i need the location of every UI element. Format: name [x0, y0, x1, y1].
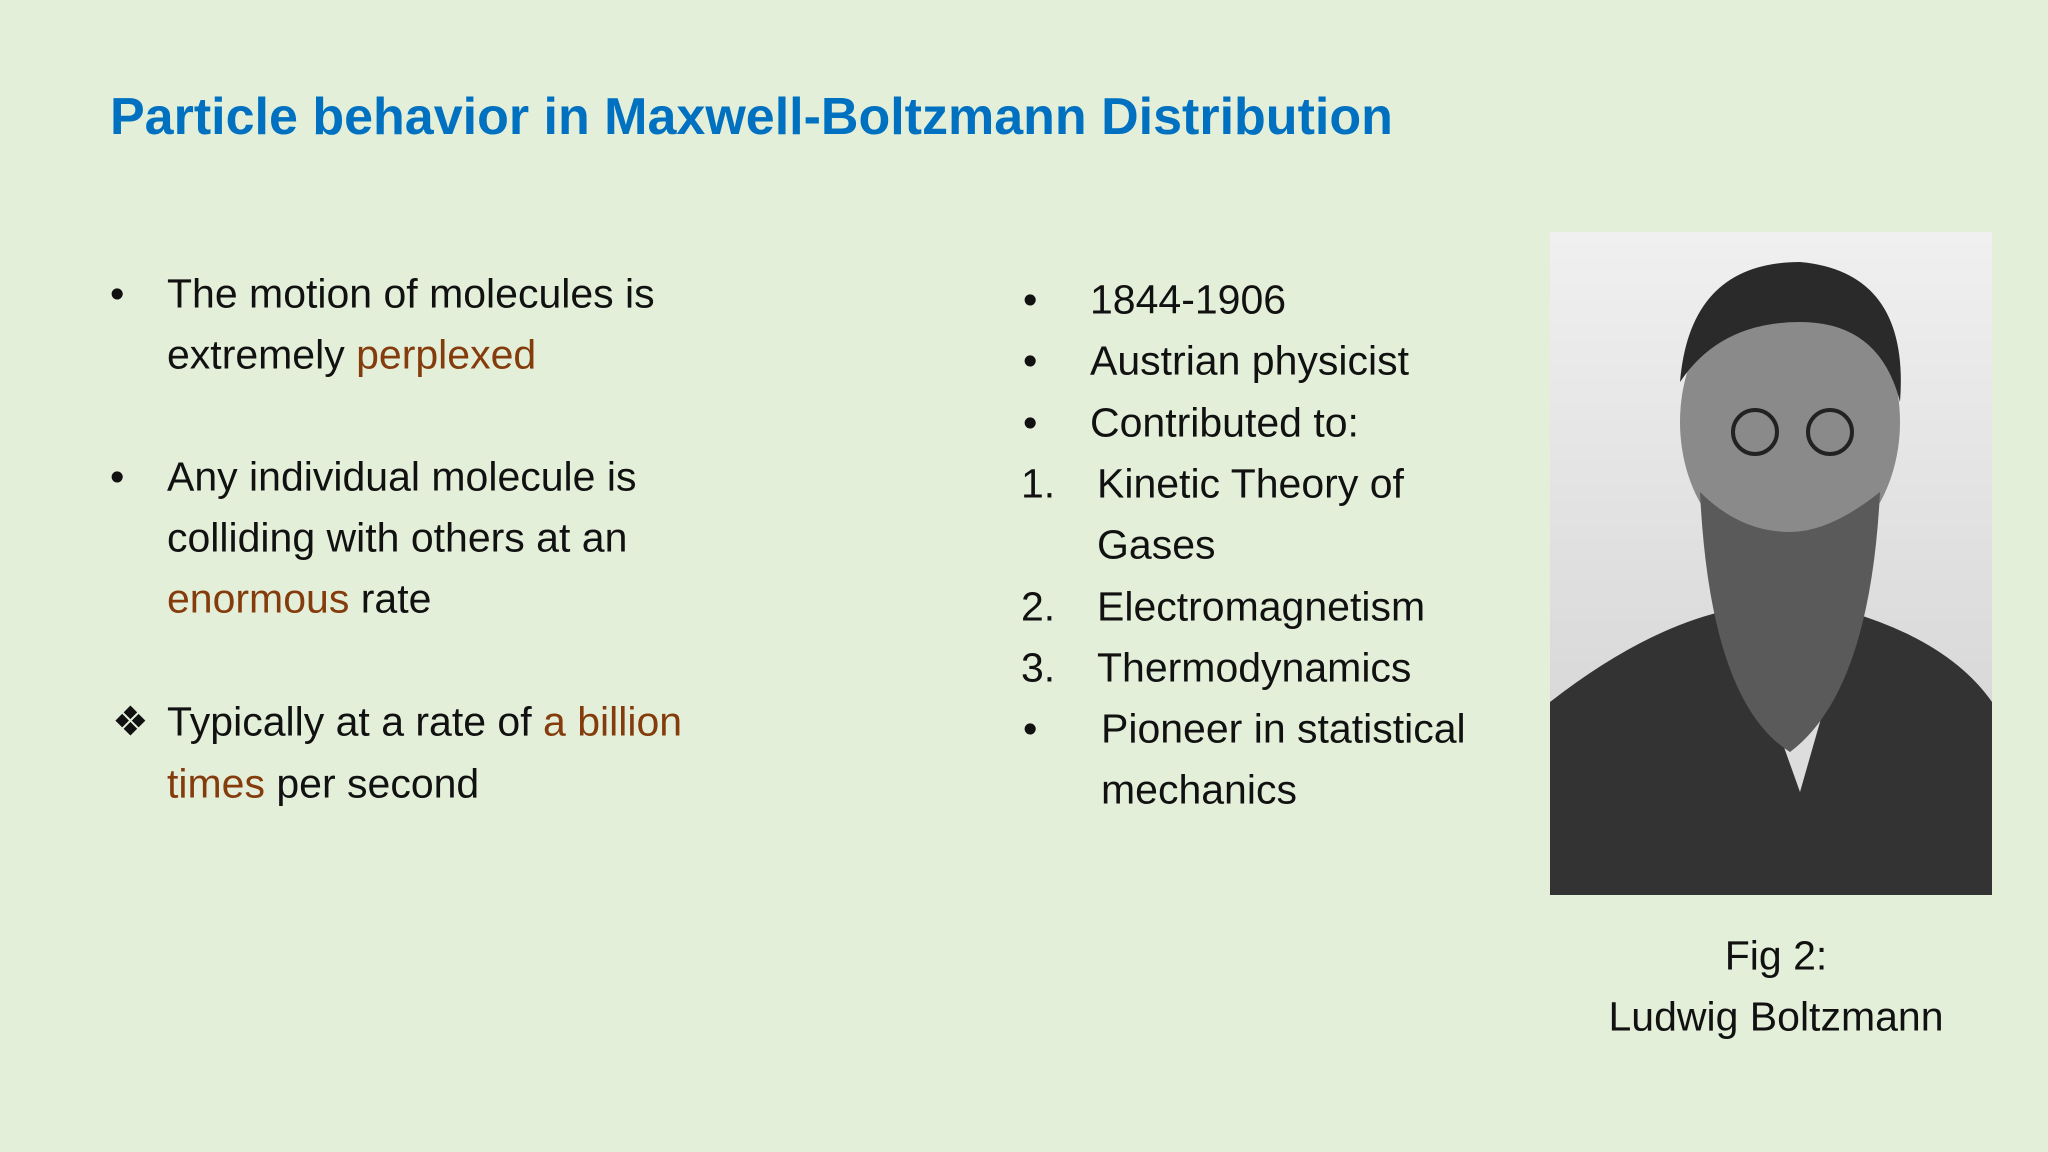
text-segment: rate — [360, 575, 432, 622]
accent-text: perplexed — [356, 331, 537, 378]
bullet-line: Any individual molecule is — [167, 453, 637, 500]
accent-text: times — [167, 760, 265, 807]
list-text: Kinetic Theory of — [1097, 460, 1404, 507]
bullet-marker: • — [1023, 705, 1038, 752]
list-text: Gases — [1097, 521, 1216, 568]
figure-caption: Fig 2: — [1724, 932, 1828, 979]
list-text: Contributed to: — [1090, 399, 1359, 446]
bullet-line: The motion of molecules is — [167, 270, 655, 317]
slide-title: Particle behavior in Maxwell-Boltzmann D… — [110, 88, 1393, 146]
bullet-marker: • — [110, 453, 125, 500]
figure-caption: Ludwig Boltzmann — [1608, 993, 1944, 1040]
text-segment: Any individual molecule is — [167, 453, 637, 500]
bullet-marker: • — [1023, 399, 1038, 446]
bullet-line: enormous rate — [167, 575, 432, 622]
bullet-line: extremely perplexed — [167, 331, 537, 378]
list-text: Pioneer in statistical — [1101, 705, 1466, 752]
list-text: Thermodynamics — [1097, 644, 1412, 691]
accent-text: enormous — [167, 575, 350, 622]
list-text: mechanics — [1101, 766, 1297, 813]
text-segment: Typically at a rate of — [167, 698, 532, 745]
bullet-line: colliding with others at an — [167, 514, 628, 561]
list-text: 1844-1906 — [1090, 276, 1287, 323]
bullet-marker: ❖ — [112, 698, 149, 745]
accent-text: a billion — [543, 698, 683, 745]
list-number: 3. — [1021, 644, 1056, 691]
bullet-marker: • — [1023, 276, 1038, 323]
list-number: 2. — [1021, 583, 1056, 629]
portrait-photo — [1550, 232, 1992, 895]
text-segment: extremely — [167, 331, 345, 378]
bullet-line: times per second — [167, 760, 480, 807]
bullet-marker: • — [110, 270, 125, 317]
bullet-line: Typically at a rate of a billion — [167, 698, 683, 745]
list-number: 1. — [1021, 460, 1056, 507]
text-segment: per second — [276, 760, 480, 807]
list-text: Austrian physicist — [1090, 337, 1410, 384]
bullet-marker: • — [1023, 337, 1038, 384]
text-segment: colliding with others at an — [167, 514, 628, 561]
text-segment: The motion of molecules is — [167, 270, 655, 317]
list-text: Electromagnetism — [1097, 583, 1426, 629]
